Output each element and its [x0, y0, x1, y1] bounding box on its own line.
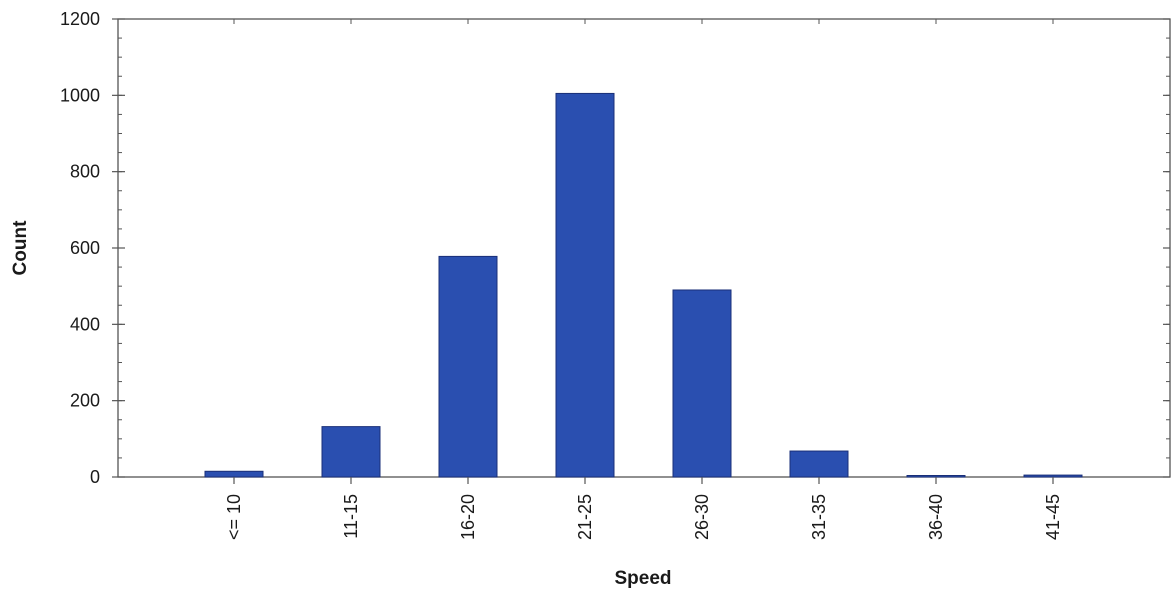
- bar: [789, 450, 849, 478]
- bar: [321, 426, 381, 478]
- y-axis-title: Count: [10, 220, 31, 276]
- bar: [204, 470, 264, 478]
- bar: [1023, 474, 1083, 478]
- x-tick-label: 16-20: [458, 494, 478, 540]
- bar: [555, 92, 615, 478]
- y-tick-label: 1200: [60, 9, 100, 29]
- bar: [672, 289, 732, 478]
- x-tick-label: 11-15: [341, 494, 361, 539]
- y-tick-label: 800: [70, 162, 100, 182]
- x-axis: <= 10 11-15 16-20 21-25 26-30 31-35 36-40 41-45: [224, 477, 1063, 540]
- x-tick-label: 26-30: [692, 494, 712, 540]
- bar: [906, 475, 966, 478]
- y-axis: 0 200 400 600 800 1000 1200: [60, 9, 1170, 487]
- x-tick-label: 21-25: [575, 494, 595, 540]
- x-axis-title: Speed: [614, 568, 671, 589]
- x-tick-label: 36-40: [926, 494, 946, 540]
- y-tick-label: 400: [70, 314, 100, 334]
- plot-area: 0 200 400 600 800 1000 1200 <= 10 11-15 16-20 21-…: [60, 9, 1171, 540]
- y-tick-label: 1000: [60, 85, 100, 105]
- x-tick-label: 31-35: [809, 494, 829, 540]
- bar: [438, 255, 498, 478]
- minor-ticks: [118, 18, 1170, 478]
- y-tick-label: 0: [90, 467, 100, 487]
- y-tick-label: 200: [70, 391, 100, 411]
- y-tick-label: 600: [70, 238, 100, 258]
- x-tick-label: <= 10: [224, 494, 244, 540]
- bars: [204, 92, 1083, 478]
- x-tick-label: 41-45: [1043, 494, 1063, 540]
- plot-frame: [117, 18, 1171, 478]
